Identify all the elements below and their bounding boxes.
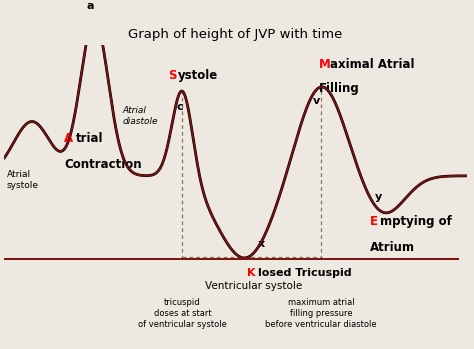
Text: v: v [313,96,320,106]
Text: Contraction: Contraction [64,158,142,171]
Text: mptying of: mptying of [380,215,452,228]
Text: Atrial
diastole: Atrial diastole [122,106,158,126]
Text: x: x [258,239,265,249]
Text: Atrial
systole: Atrial systole [7,170,38,190]
Text: losed Tricuspid: losed Tricuspid [258,268,351,278]
Text: trial: trial [76,132,103,145]
Title: Graph of height of JVP with time: Graph of height of JVP with time [128,28,343,41]
Text: Ventricular systole: Ventricular systole [206,281,303,291]
Text: ystole: ystole [178,69,218,82]
Text: y: y [374,192,382,202]
Text: Atrium: Atrium [370,240,415,254]
Text: Filling: Filling [319,82,360,95]
Text: maximum atrial
filling pressure
before ventricular diastole: maximum atrial filling pressure before v… [265,298,377,329]
Text: S: S [168,69,177,82]
Text: K: K [247,268,255,278]
Text: A: A [64,132,73,145]
Text: M: M [319,58,331,71]
Text: a: a [86,1,93,10]
Text: c: c [177,102,183,112]
Text: aximal Atrial: aximal Atrial [329,58,414,71]
Text: E: E [370,215,378,228]
Text: tricuspid
doses at start
of ventricular systole: tricuspid doses at start of ventricular … [138,298,227,329]
